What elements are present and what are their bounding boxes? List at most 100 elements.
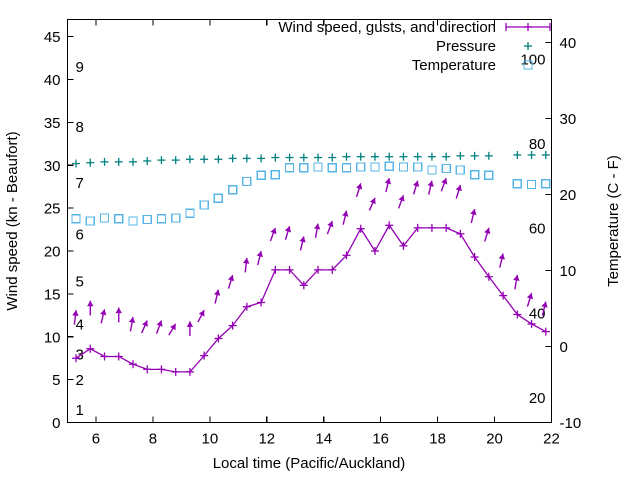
gust-arrow-head — [327, 221, 334, 228]
y2-tick-label: 30 — [560, 111, 577, 128]
pressure-point — [314, 153, 323, 162]
fahrenheit-label: 20 — [529, 390, 546, 407]
pressure-point — [200, 155, 209, 164]
temperature-series — [71, 161, 551, 226]
x-tick-label: 10 — [202, 431, 219, 448]
x-tick-label: 8 — [149, 431, 157, 448]
wind-speed-point — [72, 354, 81, 363]
wind-speed-point — [314, 265, 323, 274]
y-axis-title: Wind speed (kn - Beaufort) — [4, 131, 21, 310]
pressure-point — [171, 156, 180, 165]
pressure-point — [257, 154, 266, 163]
pressure-point — [442, 152, 451, 161]
wind-speed-point — [228, 321, 237, 330]
fahrenheit-label: 100 — [520, 52, 545, 69]
wind-speed-point — [157, 365, 166, 374]
gust-arrow-head — [356, 183, 363, 190]
wind-speed-point — [328, 265, 337, 274]
legend-label: Pressure — [436, 38, 496, 55]
temperature-point — [114, 214, 124, 224]
pressure-point — [185, 155, 194, 164]
wind-speed-series — [72, 221, 550, 376]
gust-arrow-head — [256, 251, 263, 258]
y-tick-label: 25 — [44, 201, 61, 218]
gust-arrow-head — [398, 195, 405, 202]
x-tick-label: 18 — [429, 431, 446, 448]
gust-arrow-head — [484, 227, 491, 235]
pressure-point — [299, 153, 308, 162]
gust-arrow-head — [455, 184, 462, 192]
gust-arrow-head — [526, 293, 534, 300]
temperature-point — [484, 170, 494, 181]
y2-tick-label: 10 — [560, 263, 577, 280]
y2-axis-title: Temperature (C - F) — [605, 155, 622, 287]
pressure-point — [484, 151, 493, 160]
gust-arrow-head — [115, 307, 122, 314]
pressure-point — [456, 151, 465, 160]
legend-label: Temperature — [412, 57, 496, 74]
gust-arrow-head — [128, 317, 136, 324]
wind-speed-point — [370, 247, 379, 256]
temperature-point — [256, 170, 266, 181]
x-tick-label: 16 — [372, 431, 389, 448]
y-tick-label: 45 — [44, 29, 61, 46]
wind-speed-point — [413, 223, 422, 232]
pressure-point — [228, 154, 237, 163]
pressure-point — [242, 154, 251, 163]
temperature-point — [156, 214, 167, 224]
pressure-point — [356, 152, 365, 161]
temperature-point — [128, 216, 138, 226]
wind-speed-point — [86, 344, 95, 353]
gust-arrow-head — [384, 178, 392, 185]
wind-speed-point — [100, 352, 109, 361]
gust-arrow-head — [427, 180, 434, 187]
legend-key — [524, 42, 532, 50]
gust-arrow-head — [87, 300, 94, 307]
temperature-point — [185, 208, 195, 219]
pressure-series — [72, 150, 550, 168]
chart-legend: Wind speed, gusts, and direction Pressure… — [278, 19, 551, 74]
legend-key — [505, 23, 551, 31]
gust-arrow-head — [100, 309, 107, 316]
gust-arrow-head — [227, 275, 235, 282]
beaufort-label: 1 — [76, 402, 84, 419]
wind-speed-point — [541, 327, 550, 336]
wind-speed-line — [75, 224, 547, 373]
temperature-point — [85, 216, 95, 226]
temperature-point — [284, 163, 295, 173]
y2-tick-label: 20 — [560, 187, 577, 204]
wind-speed-point — [499, 291, 508, 300]
fahrenheit-label: 60 — [529, 220, 546, 237]
temperature-point — [384, 161, 394, 171]
temperature-point — [199, 200, 209, 210]
x-tick-label: 20 — [486, 431, 503, 448]
gust-arrow-head — [72, 310, 79, 317]
pressure-point — [541, 150, 550, 159]
temperature-point — [299, 163, 309, 173]
temperature-point — [213, 193, 224, 203]
gust-arrow-head — [186, 321, 194, 327]
y-axis-ticks: 0 5 10 15 20 25 30 35 40 45 — [44, 29, 74, 432]
y2-tick-label: 40 — [560, 35, 577, 52]
temperature-point — [469, 169, 480, 180]
wind-speed-point — [484, 272, 493, 281]
wind-speed-point — [456, 229, 465, 238]
temperature-point — [441, 163, 451, 174]
y-tick-label: 15 — [44, 286, 61, 303]
gust-arrow-head — [243, 257, 250, 264]
beaufort-label: 2 — [76, 372, 84, 389]
temperature-point — [370, 162, 380, 172]
temperature-point — [270, 169, 280, 180]
y2-axis-ticks: -10 0 10 20 30 40 — [545, 35, 581, 432]
wind-speed-point — [399, 241, 408, 250]
temperature-point — [356, 162, 366, 172]
temperature-point — [142, 214, 152, 225]
y-tick-label: 0 — [52, 415, 60, 432]
x-tick-label: 12 — [258, 431, 275, 448]
temperature-point — [398, 162, 409, 172]
temperature-point — [455, 165, 466, 175]
wind-speed-point — [342, 251, 351, 260]
fahrenheit-label: 80 — [529, 136, 546, 153]
temperature-point — [341, 163, 352, 173]
